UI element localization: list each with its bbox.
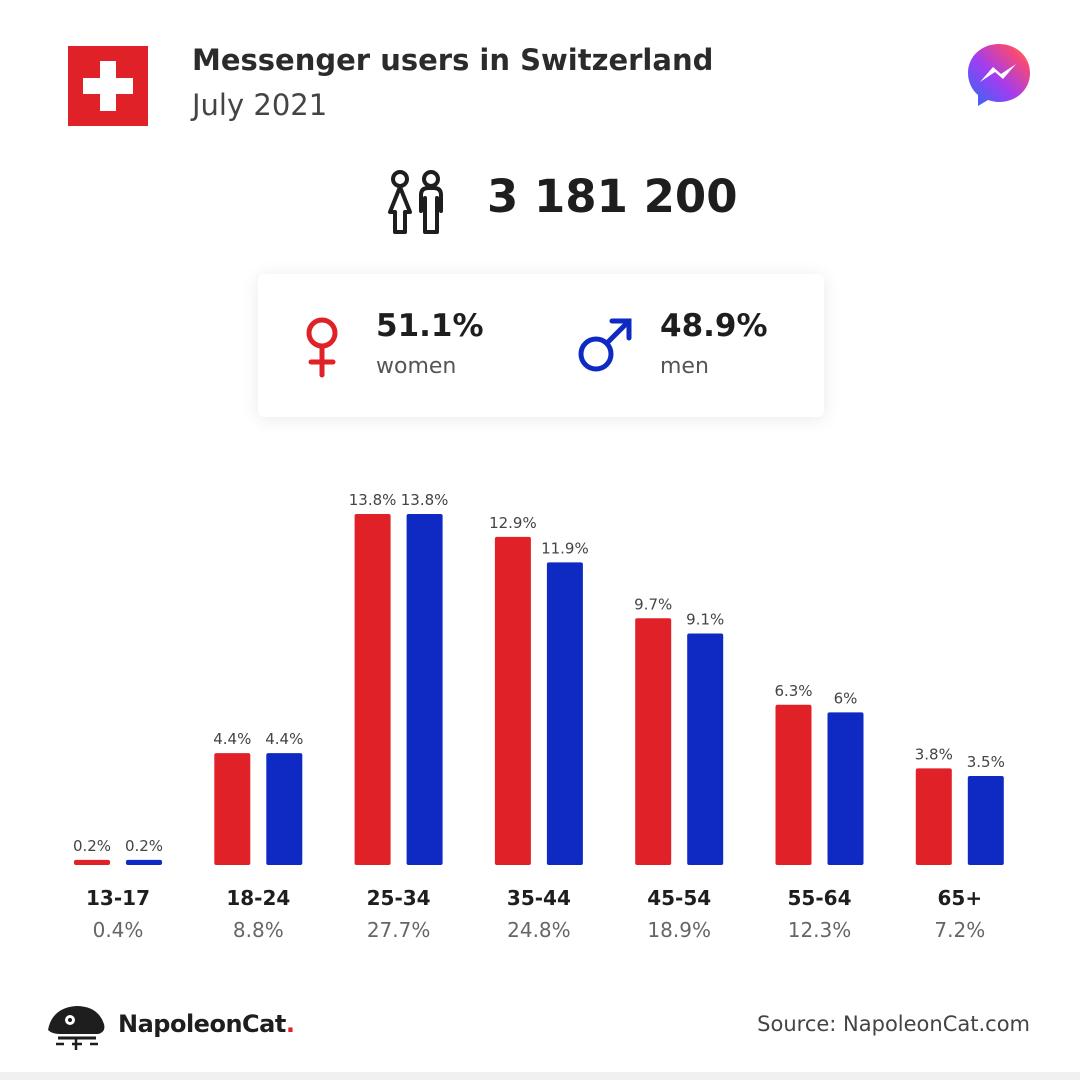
bar-label-women-13-17: 0.2%: [73, 837, 111, 855]
category-total-55-64: 12.3%: [788, 918, 852, 942]
bar-label-men-25-34: 13.8%: [401, 491, 449, 509]
bar-women-18-24: [214, 753, 251, 865]
bar-label-men-35-44: 11.9%: [541, 539, 589, 557]
swiss-flag-icon: [68, 46, 148, 126]
women-label: women: [376, 354, 457, 379]
gender-card: 51.1% women 48.9% men: [258, 274, 824, 417]
category-label-25-34: 25-34: [367, 886, 431, 910]
bar-women-45-54: [635, 618, 672, 865]
chart-title: Messenger users in Switzerland: [192, 43, 714, 77]
bar-men-35-44: [546, 562, 583, 865]
women-percent: 51.1%: [376, 308, 484, 344]
bar-women-13-17: [74, 859, 110, 865]
bar-label-men-18-24: 4.4%: [265, 730, 303, 748]
men-label: men: [660, 354, 709, 379]
bar-women-25-34: [354, 514, 391, 865]
bar-men-18-24: [266, 753, 303, 865]
category-total-45-54: 18.9%: [647, 918, 711, 942]
age-gender-bar-chart: 0.2% 0.2%13-170.4%4.4% 4.4%18-248.8%13.8% 1…: [73, 491, 1005, 942]
men-percent: 48.9%: [660, 308, 768, 344]
category-total-35-44: 24.8%: [507, 918, 571, 942]
category-total-13-17: 0.4%: [93, 918, 144, 942]
category-label-45-54: 45-54: [647, 886, 711, 910]
bar-women-65+: [915, 768, 952, 865]
source-text: Source: NapoleonCat.com: [757, 1012, 1030, 1036]
bar-label-women-45-54: 9.7%: [634, 595, 672, 613]
total-users: 3 181 200: [487, 170, 738, 223]
category-label-13-17: 13-17: [86, 886, 150, 910]
users-icon: [388, 170, 443, 234]
bar-label-women-35-44: 12.9%: [489, 514, 537, 532]
female-icon: [306, 317, 338, 378]
bottom-strip: [0, 1072, 1080, 1080]
bar-men-13-17: [126, 859, 162, 865]
category-label-18-24: 18-24: [226, 886, 290, 910]
category-label-35-44: 35-44: [507, 886, 571, 910]
bar-label-women-55-64: 6.3%: [774, 682, 812, 700]
bar-men-45-54: [687, 633, 724, 865]
bar-men-25-34: [406, 514, 443, 865]
bar-women-55-64: [775, 704, 812, 865]
bar-men-55-64: [827, 712, 864, 865]
category-total-18-24: 8.8%: [233, 918, 284, 942]
brand-dot: .: [285, 1010, 295, 1038]
category-label-65+: 65+: [938, 886, 983, 910]
bar-label-women-25-34: 13.8%: [349, 491, 397, 509]
category-total-25-34: 27.7%: [367, 918, 431, 942]
napoleoncat-logo-icon: [48, 1006, 105, 1050]
category-total-65+: 7.2%: [934, 918, 985, 942]
messenger-logo-icon: [968, 44, 1030, 106]
bar-men-65+: [967, 775, 1004, 865]
category-label-55-64: 55-64: [788, 886, 852, 910]
brand-text: NapoleonCat: [118, 1010, 286, 1038]
bar-label-men-45-54: 9.1%: [686, 611, 724, 629]
chart-subtitle: July 2021: [192, 88, 328, 122]
bar-women-35-44: [494, 536, 531, 865]
male-icon: [578, 318, 632, 372]
bar-label-men-13-17: 0.2%: [125, 837, 163, 855]
bar-label-men-55-64: 6%: [834, 689, 858, 707]
bar-label-men-65+: 3.5%: [967, 753, 1005, 771]
bar-label-women-18-24: 4.4%: [213, 730, 251, 748]
brand-name: NapoleonCat.: [118, 1010, 295, 1038]
bar-label-women-65+: 3.8%: [915, 745, 953, 763]
